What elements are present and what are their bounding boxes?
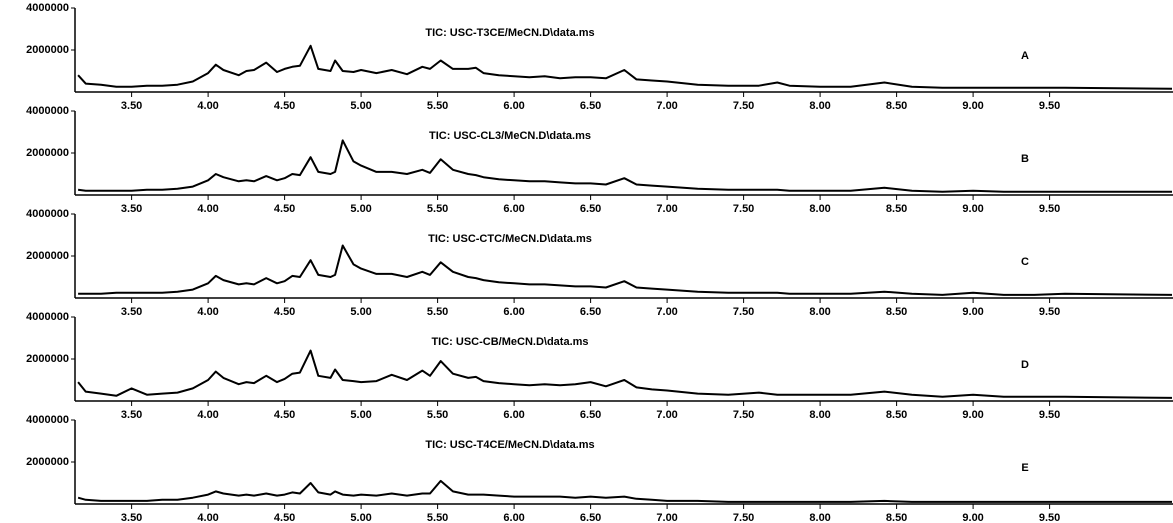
x-tick-label: 9.00 — [962, 306, 983, 318]
x-tick-label: 8.50 — [886, 203, 907, 215]
x-tick-label: 5.50 — [427, 409, 448, 421]
x-tick-label: 4.50 — [274, 203, 295, 215]
trace-line — [77, 479, 1172, 503]
x-tick-label: 6.00 — [503, 203, 524, 215]
x-tick-label: 7.00 — [656, 100, 677, 112]
y-tick-label: 4000000 — [26, 414, 69, 426]
x-tick-label: 9.50 — [1039, 100, 1060, 112]
panel-label: B — [1021, 153, 1029, 165]
y-tick-label: 4000000 — [26, 208, 69, 220]
x-tick-label: 5.00 — [350, 409, 371, 421]
y-tick-label: 4000000 — [26, 2, 69, 14]
x-tick-label: 4.00 — [197, 306, 218, 318]
x-tick-label: 3.50 — [121, 409, 142, 421]
x-tick-label: 5.50 — [427, 512, 448, 523]
trace-line — [77, 349, 1173, 399]
x-tick-label: 4.50 — [274, 409, 295, 421]
x-tick-label: 6.00 — [503, 512, 524, 523]
y-tick-label: 2000000 — [26, 147, 69, 159]
y-tick-label: 2000000 — [26, 456, 69, 468]
x-tick-label: 8.50 — [886, 409, 907, 421]
panel-title: TIC: USC-T3CE/MeCN.D\data.ms — [425, 27, 594, 39]
x-tick-label: 8.00 — [809, 409, 830, 421]
x-tick-label: 4.50 — [274, 306, 295, 318]
x-tick-label: 7.00 — [656, 409, 677, 421]
trace-line — [77, 44, 1173, 90]
panel-title: TIC: USC-CTC/MeCN.D\data.ms — [428, 233, 592, 245]
y-tick-label: 2000000 — [26, 250, 69, 262]
y-tick-label: 4000000 — [26, 105, 69, 117]
x-tick-label: 6.00 — [503, 306, 524, 318]
x-tick-label: 5.50 — [427, 306, 448, 318]
x-tick-label: 5.00 — [350, 203, 371, 215]
x-tick-label: 4.00 — [197, 203, 218, 215]
x-tick-label: 9.50 — [1039, 203, 1060, 215]
x-tick-label: 5.00 — [350, 100, 371, 112]
x-tick-label: 6.50 — [580, 306, 601, 318]
x-tick-label: 6.00 — [503, 100, 524, 112]
x-tick-label: 5.00 — [350, 512, 371, 523]
x-tick-label: 6.50 — [580, 203, 601, 215]
x-tick-label: 6.50 — [580, 100, 601, 112]
x-tick-label: 7.00 — [656, 512, 677, 523]
panel-title: TIC: USC-CB/MeCN.D\data.ms — [431, 336, 588, 348]
y-tick-label: 4000000 — [26, 311, 69, 323]
x-tick-label: 8.00 — [809, 306, 830, 318]
x-tick-label: 8.50 — [886, 512, 907, 523]
x-tick-label: 9.00 — [962, 100, 983, 112]
x-tick-label: 3.50 — [121, 306, 142, 318]
x-tick-label: 4.00 — [197, 409, 218, 421]
trace-line — [77, 139, 1172, 193]
x-tick-label: 6.50 — [580, 409, 601, 421]
x-tick-label: 8.00 — [809, 512, 830, 523]
panel-label: D — [1021, 359, 1029, 371]
x-tick-label: 4.00 — [197, 100, 218, 112]
x-tick-label: 7.50 — [733, 203, 754, 215]
x-tick-label: 7.50 — [733, 306, 754, 318]
x-tick-label: 9.00 — [962, 409, 983, 421]
x-tick-label: 9.50 — [1039, 306, 1060, 318]
x-tick-label: 8.00 — [809, 100, 830, 112]
panel-title: TIC: USC-CL3/MeCN.D\data.ms — [429, 130, 591, 142]
x-tick-label: 6.50 — [580, 512, 601, 523]
x-tick-label: 9.50 — [1039, 512, 1060, 523]
x-tick-label: 5.50 — [427, 203, 448, 215]
panel-label: C — [1021, 256, 1029, 268]
x-tick-label: 5.50 — [427, 100, 448, 112]
x-tick-label: 7.50 — [733, 409, 754, 421]
y-tick-label: 2000000 — [26, 44, 69, 56]
x-tick-label: 6.00 — [503, 409, 524, 421]
x-tick-label: 5.00 — [350, 306, 371, 318]
x-tick-label: 8.50 — [886, 306, 907, 318]
x-tick-label: 9.00 — [962, 512, 983, 523]
trace-line — [78, 244, 1173, 296]
x-tick-label: 4.50 — [274, 100, 295, 112]
x-tick-label: 4.00 — [197, 512, 218, 523]
y-tick-label: 2000000 — [26, 353, 69, 365]
x-tick-label: 4.50 — [274, 512, 295, 523]
x-tick-label: 8.50 — [886, 100, 907, 112]
x-tick-label: 3.50 — [121, 100, 142, 112]
panel-label: E — [1021, 462, 1028, 474]
x-tick-label: 8.00 — [809, 203, 830, 215]
x-tick-label: 9.00 — [962, 203, 983, 215]
x-tick-label: 3.50 — [121, 512, 142, 523]
x-tick-label: 7.50 — [733, 512, 754, 523]
x-tick-label: 9.50 — [1039, 409, 1060, 421]
x-tick-label: 7.00 — [656, 203, 677, 215]
x-tick-label: 7.50 — [733, 100, 754, 112]
panel-title: TIC: USC-T4CE/MeCN.D\data.ms — [425, 439, 594, 451]
x-tick-label: 3.50 — [121, 203, 142, 215]
x-tick-label: 7.00 — [656, 306, 677, 318]
panel-label: A — [1021, 50, 1029, 62]
